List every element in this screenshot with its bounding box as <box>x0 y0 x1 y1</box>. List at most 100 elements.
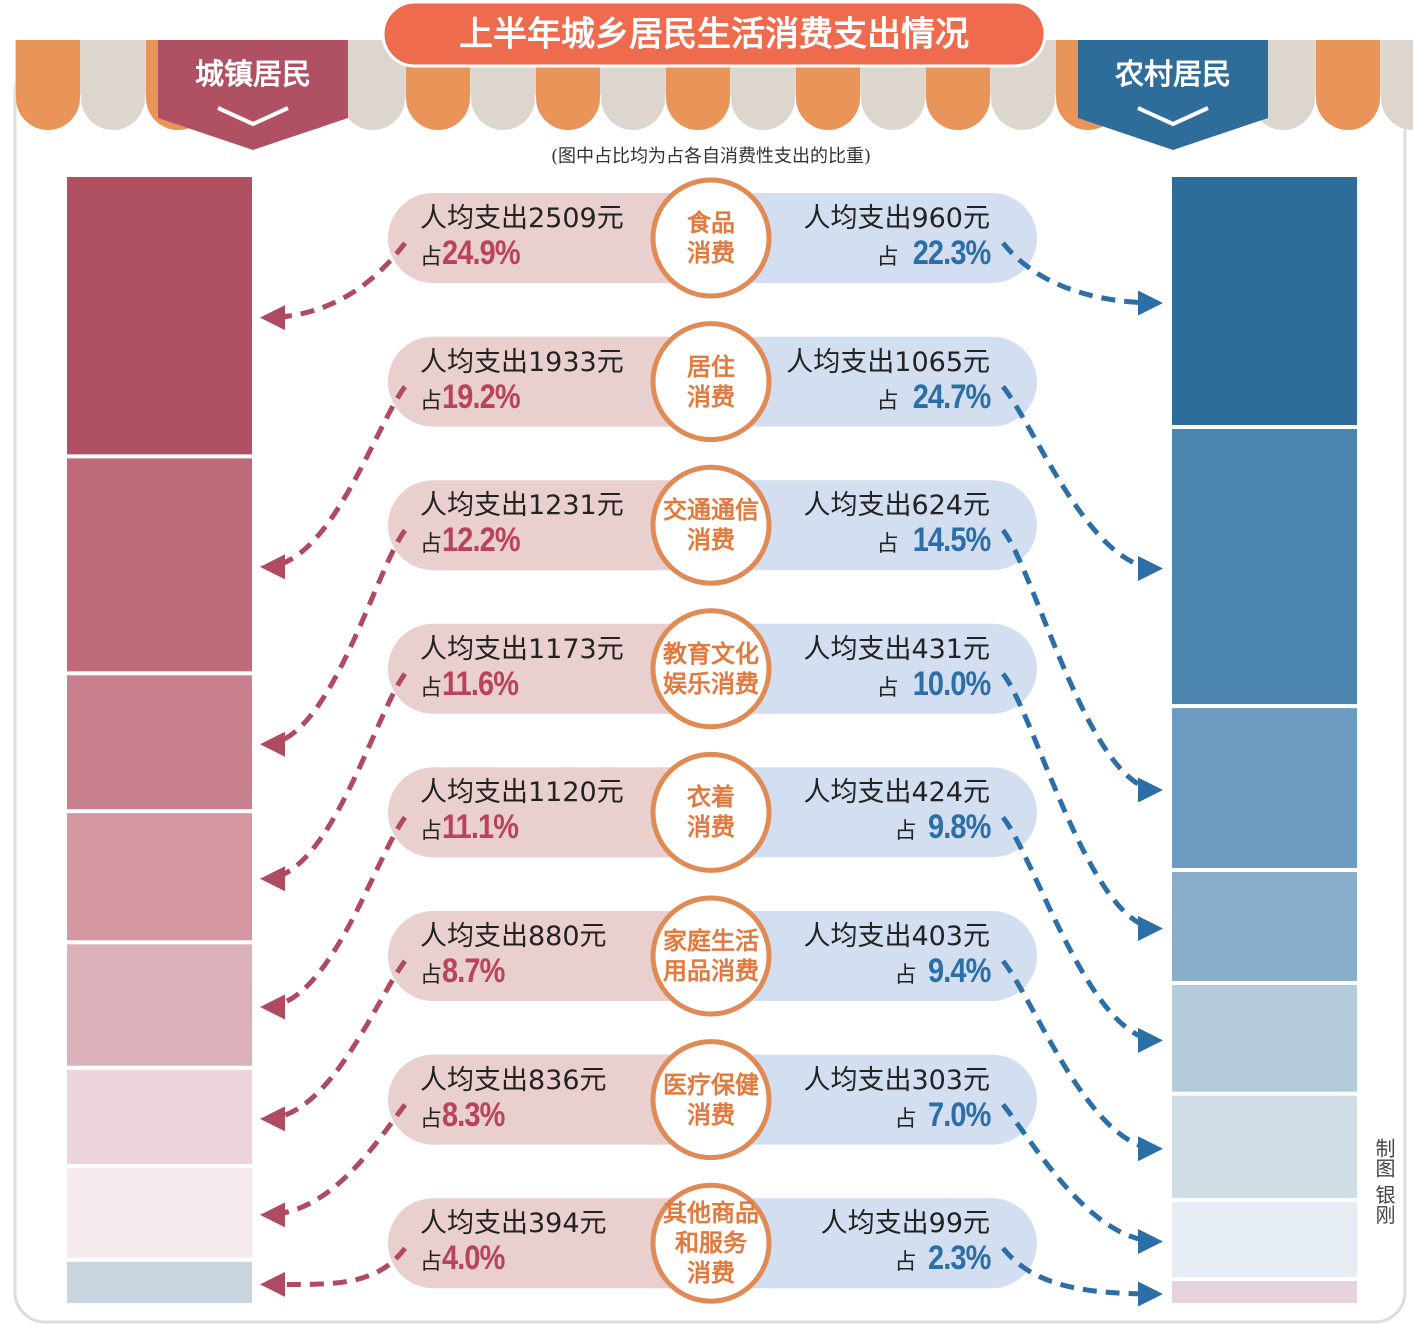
spend-prefix: 人均支出 <box>420 490 528 521</box>
spend-value: 1120 <box>528 777 597 808</box>
share-label: 占24.9% <box>420 234 533 273</box>
spend-suffix: 元 <box>597 490 624 521</box>
infographic: 上半年城乡居民生活消费支出情况 城镇居民 农村居民 (图中占比均为占各自消费性支… <box>0 0 1413 1327</box>
labels: 制图 银刚 食品 消费人均支出2509元占24.9%人均支出960元占22.3%… <box>0 0 1413 1327</box>
share-label: 占4.0% <box>420 1239 516 1278</box>
credit: 制图 银刚 <box>1370 1138 1399 1224</box>
share-label: 占19.2% <box>420 378 533 417</box>
share-label: 占 9.4% <box>894 952 990 991</box>
spend-value: 403 <box>911 921 963 952</box>
share-value: 8.3% <box>442 1096 504 1135</box>
share-value: 8.7% <box>442 952 504 991</box>
spend-value: 303 <box>911 1065 963 1096</box>
spend-prefix: 人均支出 <box>786 347 894 378</box>
share-label: 占11.1% <box>420 808 532 847</box>
spend-prefix: 人均支出 <box>420 1065 528 1096</box>
share-value: 4.0% <box>442 1239 504 1278</box>
share-prefix: 占 <box>420 676 442 701</box>
share-value: 9.8% <box>928 808 990 847</box>
spend-prefix: 人均支出 <box>803 634 911 665</box>
spend-label: 人均支出1231元 <box>420 483 624 522</box>
spend-label: 人均支出836元 <box>420 1058 607 1097</box>
share-value: 9.4% <box>928 952 990 991</box>
category-label: 医疗保健 消费 <box>651 1070 771 1130</box>
spend-value: 880 <box>528 921 580 952</box>
share-label: 占 7.0% <box>894 1096 990 1135</box>
share-value: 7.0% <box>928 1096 990 1135</box>
spend-value: 99 <box>929 1208 963 1239</box>
spend-prefix: 人均支出 <box>803 490 911 521</box>
category-label: 食品 消费 <box>651 208 771 268</box>
share-value: 14.5% <box>912 521 990 560</box>
spend-suffix: 元 <box>963 921 990 952</box>
share-value: 2.3% <box>928 1239 990 1278</box>
spend-suffix: 元 <box>580 921 607 952</box>
spend-value: 624 <box>911 490 963 521</box>
share-value: 11.1% <box>442 808 518 847</box>
spend-label: 人均支出303元 <box>803 1058 990 1097</box>
spend-suffix: 元 <box>963 1208 990 1239</box>
spend-prefix: 人均支出 <box>420 1208 528 1239</box>
share-prefix: 占 <box>894 1250 916 1275</box>
share-prefix: 占 <box>420 532 442 557</box>
spend-value: 1173 <box>528 634 597 665</box>
share-label: 占 10.0% <box>877 665 990 704</box>
spend-prefix: 人均支出 <box>803 777 911 808</box>
spend-value: 1065 <box>894 347 963 378</box>
spend-prefix: 人均支出 <box>420 347 528 378</box>
share-label: 占11.6% <box>420 665 532 704</box>
spend-value: 431 <box>911 634 963 665</box>
share-prefix: 占 <box>877 245 899 270</box>
category-label: 衣着 消费 <box>651 782 771 842</box>
spend-label: 人均支出394元 <box>420 1201 607 1240</box>
spend-value: 424 <box>911 777 963 808</box>
spend-prefix: 人均支出 <box>821 1208 929 1239</box>
spend-suffix: 元 <box>963 347 990 378</box>
spend-value: 836 <box>528 1065 580 1096</box>
spend-label: 人均支出1120元 <box>420 770 624 809</box>
category-label: 其他商品 和服务 消费 <box>651 1198 771 1288</box>
spend-label: 人均支出1065元 <box>786 340 990 379</box>
spend-value: 1933 <box>528 347 597 378</box>
category-label: 居住 消费 <box>651 352 771 412</box>
spend-prefix: 人均支出 <box>803 1065 911 1096</box>
share-value: 24.9% <box>442 234 520 273</box>
spend-prefix: 人均支出 <box>803 203 911 234</box>
spend-label: 人均支出880元 <box>420 914 607 953</box>
share-prefix: 占 <box>420 245 442 270</box>
share-value: 10.0% <box>912 665 990 704</box>
share-label: 占8.3% <box>420 1096 516 1135</box>
share-value: 19.2% <box>442 378 520 417</box>
share-label: 占 24.7% <box>877 378 990 417</box>
spend-value: 2509 <box>528 203 597 234</box>
share-prefix: 占 <box>894 1107 916 1132</box>
spend-label: 人均支出2509元 <box>420 196 624 235</box>
share-label: 占 14.5% <box>877 521 990 560</box>
share-prefix: 占 <box>420 963 442 988</box>
spend-prefix: 人均支出 <box>420 777 528 808</box>
spend-suffix: 元 <box>597 777 624 808</box>
category-label: 家庭生活 用品消费 <box>651 926 771 986</box>
spend-suffix: 元 <box>597 203 624 234</box>
spend-prefix: 人均支出 <box>420 203 528 234</box>
spend-prefix: 人均支出 <box>803 921 911 952</box>
category-label: 教育文化 娱乐消费 <box>651 639 771 699</box>
share-prefix: 占 <box>877 676 899 701</box>
share-prefix: 占 <box>877 389 899 414</box>
spend-value: 960 <box>911 203 963 234</box>
spend-value: 1231 <box>528 490 597 521</box>
share-prefix: 占 <box>894 963 916 988</box>
share-value: 24.7% <box>912 378 990 417</box>
share-prefix: 占 <box>894 819 916 844</box>
share-prefix: 占 <box>877 532 899 557</box>
share-label: 占12.2% <box>420 521 533 560</box>
spend-suffix: 元 <box>963 490 990 521</box>
spend-suffix: 元 <box>963 203 990 234</box>
spend-suffix: 元 <box>597 347 624 378</box>
spend-label: 人均支出403元 <box>803 914 990 953</box>
spend-suffix: 元 <box>580 1065 607 1096</box>
spend-suffix: 元 <box>580 1208 607 1239</box>
share-label: 占 2.3% <box>894 1239 990 1278</box>
spend-value: 394 <box>528 1208 580 1239</box>
